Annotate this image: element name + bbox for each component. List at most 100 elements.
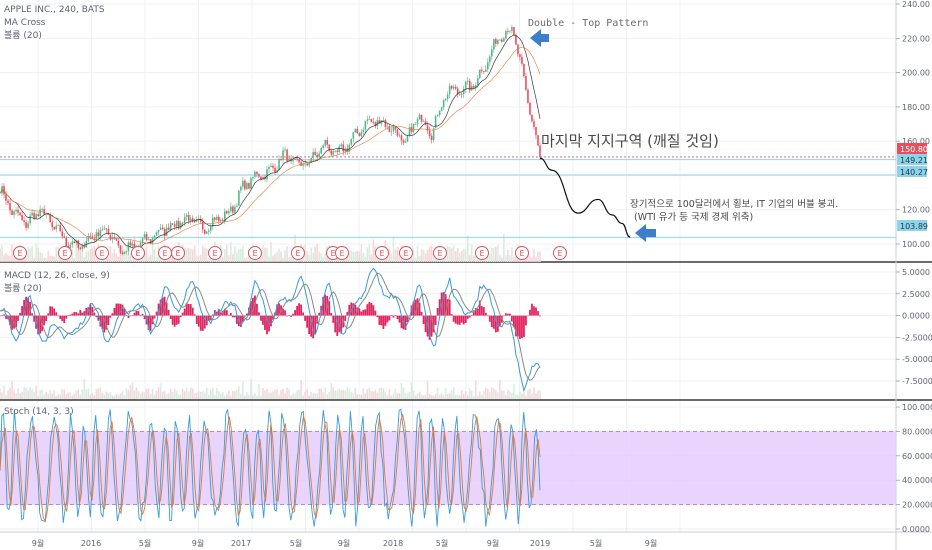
earnings-marker[interactable]: E: [399, 246, 413, 260]
earnings-marker[interactable]: E: [13, 246, 27, 260]
macd-histogram-bar: [406, 315, 409, 322]
volume-bar: [527, 389, 529, 399]
earnings-marker-label: E: [62, 249, 67, 258]
candle-body: [230, 206, 232, 212]
candle-body: [258, 174, 260, 177]
time-axis-labels[interactable]: 9월 2016 5월 9월 2017 5월 9월 2018 5월 9월 2019 5월 9월: [32, 538, 657, 548]
macd-histogram-bar: [490, 315, 493, 328]
volume-bar: [123, 249, 126, 262]
macd-histogram-bar: [270, 315, 272, 327]
price-tag-label: 150.80: [900, 145, 928, 154]
candle-body: [57, 225, 60, 226]
stoch-axis-labels[interactable]: 100.0000 80.0000 60.0000 40.0000 20.0000 0.00…: [896, 403, 932, 534]
macd-axis-labels[interactable]: 5.0000 2.5000 0.0000 -2.5000 -5.0000 -7.5000: [896, 268, 932, 386]
volume-bar: [165, 394, 168, 399]
volume-bar: [33, 257, 35, 262]
volume-bar: [111, 395, 114, 399]
earnings-marker[interactable]: E: [158, 246, 172, 260]
volume-bar: [529, 388, 531, 399]
macd-histogram-bar: [398, 315, 401, 323]
candle-body: [392, 126, 395, 132]
earnings-marker[interactable]: E: [375, 246, 389, 260]
volume-bar: [163, 390, 166, 399]
volume-bar: [432, 251, 435, 262]
volume-bar: [19, 393, 21, 399]
candle-body: [428, 130, 431, 137]
volume-bar: [364, 393, 367, 399]
earnings-marker[interactable]: E: [248, 246, 262, 260]
volume-bar: [406, 393, 409, 399]
volume-bar: [487, 252, 489, 262]
macd-histogram-bar: [258, 312, 260, 316]
earnings-marker[interactable]: E: [58, 246, 72, 260]
earnings-marker[interactable]: E: [475, 246, 489, 260]
volume-bar: [244, 257, 246, 262]
volume-bar: [169, 388, 172, 399]
macd-histogram-bar: [201, 315, 204, 331]
macd-histogram-bar: [262, 315, 264, 325]
earnings-marker[interactable]: E: [171, 246, 185, 260]
volume-bar: [446, 245, 449, 262]
volume-bar: [394, 249, 397, 262]
candle-body: [418, 114, 421, 120]
macd-histogram-bar: [360, 311, 363, 316]
volume-bar: [384, 392, 387, 399]
volume-bar: [93, 395, 96, 399]
earnings-marker[interactable]: E: [515, 246, 529, 260]
macd-histogram-bar: [207, 315, 210, 321]
volume-bar: [143, 392, 146, 399]
macd-histogram-bar: [496, 315, 499, 332]
candle-body: [209, 226, 212, 231]
volume-bar: [292, 393, 294, 399]
candle-body: [157, 229, 160, 232]
earnings-marker[interactable]: E: [291, 246, 305, 260]
earnings-marker[interactable]: E: [131, 246, 145, 260]
volume-bar: [482, 390, 485, 399]
volume-bar: [288, 257, 290, 262]
volume-bar: [420, 394, 423, 399]
volume-bar: [177, 394, 180, 399]
earnings-marker[interactable]: E: [553, 246, 567, 260]
volume-bar: [402, 387, 405, 399]
volume-bar: [151, 245, 154, 262]
candle-body: [521, 57, 523, 64]
earnings-marker[interactable]: E: [208, 246, 222, 260]
earnings-marker[interactable]: E: [95, 246, 109, 260]
volume-bar: [474, 256, 477, 262]
volume-bar: [294, 393, 296, 399]
axis-tick-label: -5.0000: [902, 355, 932, 364]
candle-body: [497, 39, 499, 44]
macd-histogram-bar: [478, 300, 481, 316]
candle-body: [352, 132, 355, 139]
volume-bar: [511, 392, 513, 399]
macd-histogram-bar: [384, 315, 387, 326]
volume-bar: [5, 252, 7, 262]
volume-bar: [73, 257, 76, 262]
projection-path[interactable]: [539, 157, 631, 238]
volume-bar: [322, 392, 324, 399]
volume-bar: [424, 253, 427, 262]
volume-bar: [161, 391, 164, 399]
macd-histogram-bar: [63, 315, 66, 324]
candle-body: [87, 235, 90, 241]
volume-bar: [272, 255, 274, 262]
earnings-marker[interactable]: E: [335, 246, 349, 260]
volume-bar: [149, 254, 152, 262]
axis-tick-label: 2.5000: [902, 290, 930, 299]
price-axis-labels[interactable]: 240.00 220.00 200.00 180.00 160.00 120.00 100.…: [896, 0, 930, 249]
earnings-marker[interactable]: E: [433, 246, 447, 260]
volume-bar: [87, 250, 90, 262]
macd-histogram-bar: [464, 315, 467, 323]
axis-tick-label: 0.0000: [902, 525, 930, 534]
candle-body: [288, 158, 290, 162]
candle-body: [55, 225, 58, 230]
volume-bar: [61, 389, 64, 399]
macd-histogram-bar: [125, 315, 128, 316]
macd-histogram-bar: [472, 310, 475, 316]
volume-bar: [169, 256, 172, 262]
volume-bar: [398, 249, 401, 262]
volume-bar: [478, 391, 481, 399]
volume-bars-main: [0, 234, 541, 262]
volume-bar: [278, 394, 280, 399]
